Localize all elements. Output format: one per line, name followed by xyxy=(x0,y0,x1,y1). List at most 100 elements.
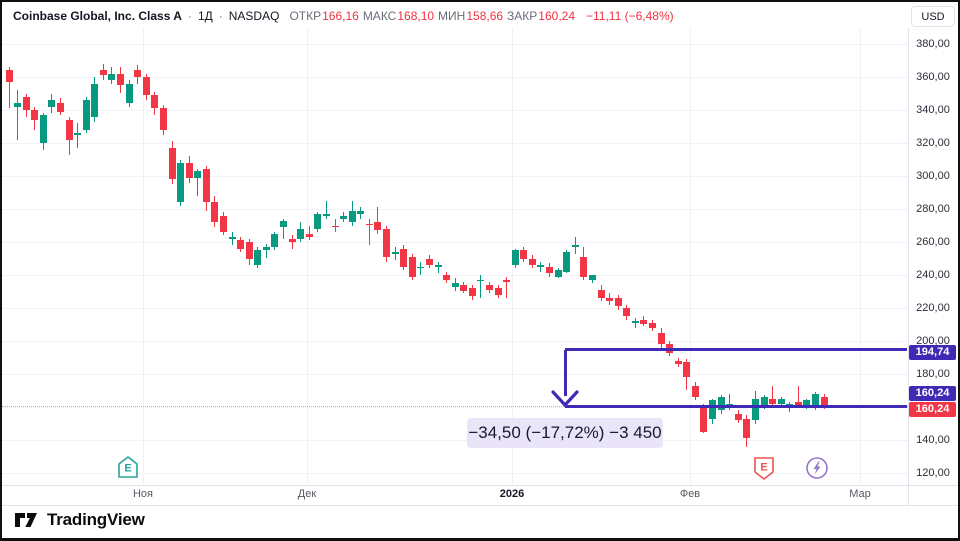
candle-body xyxy=(820,396,828,407)
candle-body xyxy=(520,250,528,259)
price-tick-label: 180,00 xyxy=(916,368,950,380)
candle-body xyxy=(726,403,734,406)
candle-wick xyxy=(283,218,285,239)
grid-line-horizontal xyxy=(2,109,908,111)
candle-wick xyxy=(291,235,293,249)
candle-body xyxy=(434,265,442,267)
price-tick-label: 300,00 xyxy=(916,170,950,182)
candle-wick xyxy=(772,385,774,406)
candle-wick xyxy=(231,232,233,246)
candle-body xyxy=(280,220,288,228)
candle-body xyxy=(14,103,22,107)
exchange-label: NASDAQ xyxy=(228,9,280,23)
candle-body xyxy=(237,240,245,249)
time-tick-label: 2026 xyxy=(499,488,525,500)
grid-line-vertical xyxy=(860,28,861,485)
price-tick-label: 360,00 xyxy=(916,71,950,83)
grid-line-horizontal xyxy=(2,373,908,375)
ohlc-field-value: 168,10 xyxy=(397,9,435,23)
ohlc-field-value: 160,24 xyxy=(538,9,575,23)
frame-top xyxy=(0,0,960,2)
candle-wick xyxy=(540,261,542,272)
measurement-top-line[interactable] xyxy=(565,348,907,352)
frame-bottom xyxy=(0,538,960,541)
candle-body xyxy=(211,202,219,223)
earnings-upcoming-icon[interactable]: E xyxy=(752,456,776,482)
candle-wick xyxy=(634,317,636,328)
time-tick-label: Ноя xyxy=(132,488,154,500)
currency-button[interactable]: USD xyxy=(911,6,955,27)
earnings-past-icon[interactable]: E xyxy=(116,455,140,481)
candle-body xyxy=(580,256,588,277)
grid-line-vertical xyxy=(307,28,308,485)
frame-left xyxy=(0,0,2,541)
measurement-arrowhead-icon xyxy=(551,389,579,407)
grid-line-horizontal xyxy=(2,241,908,243)
candle-body xyxy=(48,100,56,107)
interval-label[interactable]: 1Д xyxy=(197,9,213,23)
measurement-price-badge: 194,74 xyxy=(909,344,956,360)
ohlc-field-label: ЗАКР xyxy=(507,9,538,23)
candle-body xyxy=(511,250,519,266)
ohlc-field-value: 166,16 xyxy=(322,9,359,23)
price-tick-label: 340,00 xyxy=(916,104,950,116)
candle-body xyxy=(554,270,562,277)
candle-body xyxy=(185,162,193,178)
ohlc-values: ОТКР 166,16 МАКС 168,10 МИН 158,66 ЗАКР 160,24 xyxy=(285,9,575,23)
candle-body xyxy=(631,321,639,323)
price-tick-label: 280,00 xyxy=(916,203,950,215)
candle-body xyxy=(794,402,802,406)
candle-body xyxy=(288,238,296,242)
candle-body xyxy=(657,332,665,345)
tradingview-logo-icon xyxy=(15,513,37,527)
candle-body xyxy=(468,288,476,297)
candle-body xyxy=(760,397,768,406)
measurement-bottom-line[interactable] xyxy=(565,405,907,409)
candle-wick xyxy=(394,246,396,261)
grid-line-horizontal xyxy=(2,340,908,342)
candle-body xyxy=(65,119,73,140)
candle-body xyxy=(503,279,511,282)
candle-body xyxy=(683,362,691,378)
symbol-title[interactable]: Coinbase Global, Inc. Class A xyxy=(13,9,182,23)
grid-line-horizontal xyxy=(2,472,908,474)
candle-wick xyxy=(197,169,199,196)
candle-body xyxy=(691,385,699,398)
svg-text:E: E xyxy=(124,463,131,475)
candle-body xyxy=(22,96,30,110)
candle-body xyxy=(383,228,391,257)
candle-body xyxy=(262,246,270,251)
grid-line-horizontal xyxy=(2,43,908,45)
separator-dot: · xyxy=(187,9,192,23)
candle-body xyxy=(743,418,751,439)
candle-body xyxy=(563,251,571,272)
candle-body xyxy=(400,248,408,267)
grid-line-horizontal xyxy=(2,406,908,408)
candle-body xyxy=(5,70,13,82)
candle-body xyxy=(142,77,150,96)
candle-body xyxy=(417,266,425,269)
candle-body xyxy=(485,284,493,290)
grid-line-horizontal xyxy=(2,76,908,78)
candle-body xyxy=(82,100,90,130)
last-price-badge: 160,24 xyxy=(909,401,956,417)
candle-body xyxy=(597,289,605,299)
candle-body xyxy=(812,393,820,407)
candle-wick xyxy=(308,225,310,241)
price-tick-label: 120,00 xyxy=(916,467,950,479)
candle-body xyxy=(649,322,656,328)
time-tick-label: Дек xyxy=(297,488,317,500)
power-earnings-icon[interactable] xyxy=(805,456,829,482)
candle-body xyxy=(314,213,322,229)
tradingview-logo[interactable]: TradingView xyxy=(14,510,145,530)
candle-body xyxy=(365,223,373,226)
candle-body xyxy=(451,283,459,287)
candle-body xyxy=(425,258,433,266)
candle-wick xyxy=(17,90,19,140)
measurement-label[interactable]: −34,50 (−17,72%) −3 450 xyxy=(467,418,663,448)
candle-body xyxy=(56,103,64,112)
price-tick-label: 380,00 xyxy=(916,38,950,50)
measurement-arrow-shaft[interactable] xyxy=(563,349,567,396)
